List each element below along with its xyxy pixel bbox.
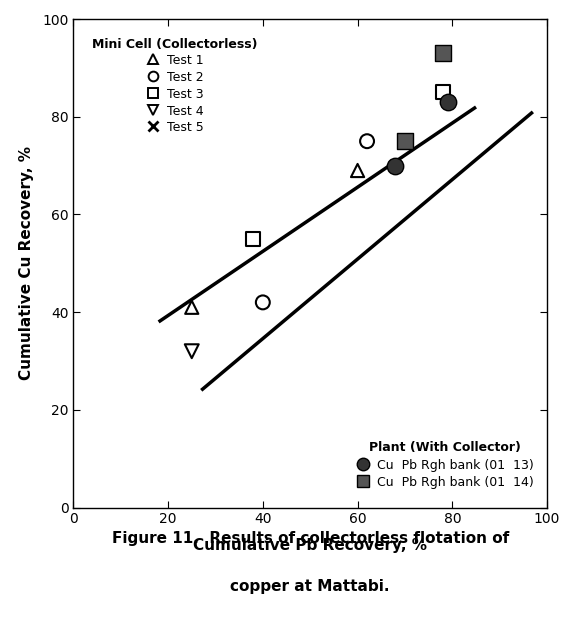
- Point: [443, 97, 452, 107]
- Point: [187, 346, 196, 356]
- Legend: Cu  Pb Rgh bank (01  13), Cu  Pb Rgh bank (01  14): Cu Pb Rgh bank (01 13), Cu Pb Rgh bank (…: [353, 439, 536, 492]
- Point: [400, 136, 409, 146]
- Text: copper at Mattabi.: copper at Mattabi.: [231, 579, 390, 595]
- Text: Figure 11.  Results of collectorless flotation of: Figure 11. Results of collectorless flot…: [112, 530, 509, 546]
- Point: [187, 302, 196, 312]
- Point: [391, 160, 400, 170]
- X-axis label: Cumulative Pb Recovery, %: Cumulative Pb Recovery, %: [193, 537, 427, 553]
- Point: [438, 87, 447, 97]
- Point: [249, 234, 258, 244]
- Point: [438, 48, 447, 59]
- Point: [363, 136, 372, 146]
- Point: [258, 297, 267, 307]
- Point: [353, 165, 362, 176]
- Point: [339, 195, 348, 205]
- Y-axis label: Cumulative Cu Recovery, %: Cumulative Cu Recovery, %: [19, 146, 34, 380]
